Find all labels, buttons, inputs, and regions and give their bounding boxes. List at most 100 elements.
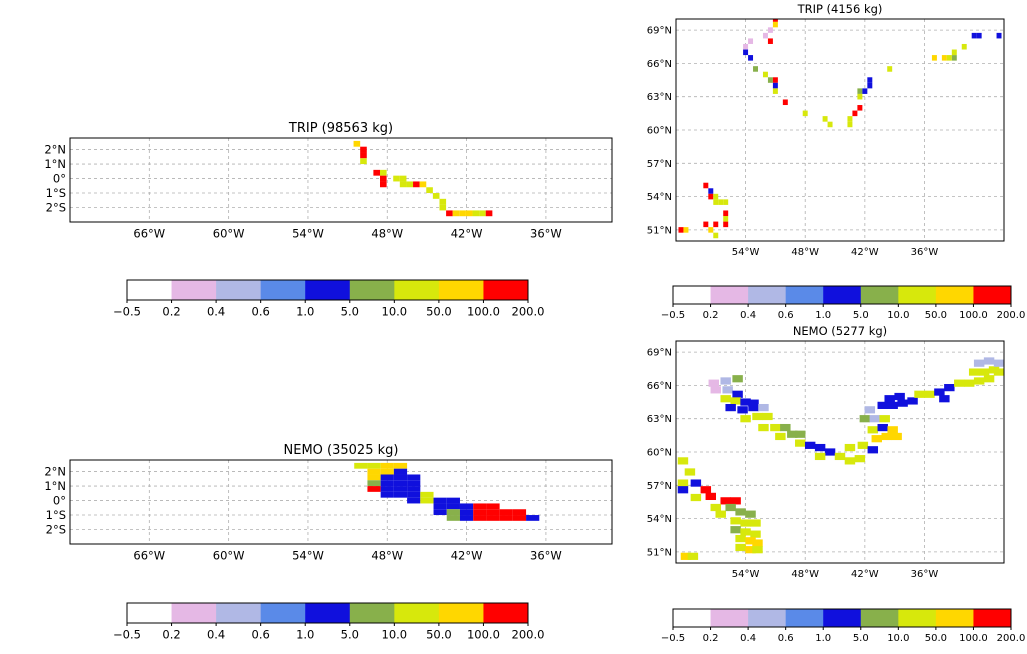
grid-cell bbox=[983, 375, 995, 383]
grid-cell bbox=[690, 493, 702, 502]
grid-cell bbox=[722, 386, 733, 394]
grid-cell bbox=[787, 430, 798, 438]
grid-cell bbox=[743, 43, 749, 50]
colorbar-swatch bbox=[349, 603, 395, 623]
grid-cell bbox=[748, 38, 754, 44]
colorbar-swatch bbox=[127, 603, 172, 623]
grid-cell bbox=[824, 448, 836, 456]
grid-cell bbox=[713, 199, 719, 205]
grid-cell bbox=[770, 423, 781, 432]
lon-tick-label: 48°W bbox=[371, 227, 403, 241]
grid-cell bbox=[700, 486, 712, 494]
grid-cell bbox=[393, 175, 400, 182]
colorbar-tick-label: 200.0 bbox=[512, 305, 545, 319]
grid-cell bbox=[735, 508, 746, 516]
grid-cell bbox=[413, 181, 420, 188]
grid-cell bbox=[367, 480, 381, 487]
grid-cell bbox=[379, 175, 387, 182]
grid-cell bbox=[446, 503, 460, 510]
grid-cell bbox=[486, 503, 500, 510]
grid-cell bbox=[887, 401, 898, 409]
colorbar-swatch bbox=[305, 280, 351, 300]
colorbar-tick-label: 0.2 bbox=[162, 305, 180, 319]
grid-cell bbox=[758, 403, 769, 412]
colorbar-swatch bbox=[785, 609, 824, 627]
grid-cell bbox=[439, 198, 447, 205]
colorbar-swatch bbox=[748, 286, 786, 304]
colorbar-tick-label: 10.0 bbox=[887, 633, 909, 644]
colorbar-tick-label: 5.0 bbox=[853, 310, 869, 321]
grid-cell bbox=[407, 480, 421, 487]
colorbar: −0.5 0.2 0.4 0.6 1.0 5.0 10.0 50.0 100.0 200.0 bbox=[661, 285, 1025, 321]
grid-cell bbox=[941, 55, 947, 61]
grid-cell bbox=[703, 221, 709, 228]
colorbar-tick-label: 100.0 bbox=[959, 633, 988, 644]
grid-cell bbox=[526, 515, 540, 521]
grid-cell bbox=[944, 384, 955, 392]
grid-cell bbox=[924, 390, 935, 398]
grid-cell bbox=[512, 509, 527, 516]
grid-cell bbox=[745, 537, 756, 545]
colorbar-tick-label: 200.0 bbox=[997, 633, 1026, 644]
data-cells bbox=[677, 357, 1004, 560]
colorbar-tick-label: 50.0 bbox=[925, 633, 947, 644]
grid-cell bbox=[867, 82, 873, 89]
grid-cell bbox=[748, 55, 754, 61]
grid-cell bbox=[723, 199, 729, 205]
grid-cell bbox=[946, 55, 952, 61]
grid-cell bbox=[677, 457, 689, 465]
lat-tick-label: 60°N bbox=[647, 126, 672, 137]
plot-frame bbox=[675, 340, 1005, 564]
grid-cell bbox=[879, 415, 890, 423]
colorbar-tick-label: 5.0 bbox=[853, 633, 869, 644]
grid-cell bbox=[983, 357, 995, 365]
grid-cell bbox=[730, 517, 741, 525]
colorbar-tick-label: −0.5 bbox=[113, 305, 141, 319]
grid-cell bbox=[752, 412, 763, 421]
grid-cell bbox=[680, 552, 692, 560]
colorbar-tick-label: 50.0 bbox=[426, 305, 452, 319]
lat-tick-label: 57°N bbox=[647, 159, 672, 170]
colorbar-tick-label: 50.0 bbox=[426, 628, 452, 642]
colorbar-tick-label: 1.0 bbox=[815, 633, 831, 644]
colorbar-tick-label: −0.5 bbox=[113, 628, 141, 642]
grid-cell bbox=[914, 390, 925, 398]
colorbar-tick-label: 10.0 bbox=[887, 310, 909, 321]
grid-cell bbox=[677, 479, 689, 487]
colorbar-swatch bbox=[823, 286, 862, 304]
grid-cell bbox=[772, 19, 778, 22]
grid-cell bbox=[740, 415, 751, 423]
grid-cell bbox=[420, 491, 434, 498]
nemo-equator-panel: 66°W 60°W 54°W 48°W 42°W 36°W 2°N1°N0°1°S2°S NE… bbox=[44, 443, 613, 642]
grid-cell bbox=[723, 221, 729, 228]
grid-cell bbox=[762, 412, 773, 421]
grid-cell bbox=[705, 492, 717, 501]
grid-cell bbox=[715, 510, 726, 518]
colorbar-swatch bbox=[935, 286, 974, 304]
grid-cell bbox=[678, 227, 684, 233]
colorbar-tick-label: 5.0 bbox=[341, 628, 359, 642]
plot-background bbox=[70, 138, 612, 222]
grid-cell bbox=[762, 32, 768, 39]
grid-cell bbox=[725, 503, 736, 512]
grid-cell bbox=[687, 552, 699, 560]
colorbar-swatch bbox=[216, 280, 261, 300]
grid-cell bbox=[753, 66, 758, 72]
grid-cell bbox=[379, 181, 387, 188]
lat-tick-label: 1°N bbox=[44, 157, 66, 171]
colorbar-swatch bbox=[935, 609, 974, 627]
data-cells bbox=[354, 462, 540, 521]
grid-cell bbox=[499, 509, 513, 516]
grid-cell bbox=[732, 390, 743, 398]
lon-tick-label: 48°W bbox=[791, 247, 819, 258]
colorbar-swatch bbox=[860, 286, 899, 304]
grid-cell bbox=[446, 515, 460, 521]
lon-tick-label: 66°W bbox=[133, 227, 165, 241]
grid-cell bbox=[968, 368, 980, 376]
grid-cell bbox=[354, 462, 368, 469]
grid-cell bbox=[854, 455, 866, 463]
grid-cell bbox=[752, 546, 763, 554]
grid-cell bbox=[847, 116, 853, 122]
grid-cell bbox=[380, 486, 394, 492]
grid-cell bbox=[720, 497, 731, 505]
